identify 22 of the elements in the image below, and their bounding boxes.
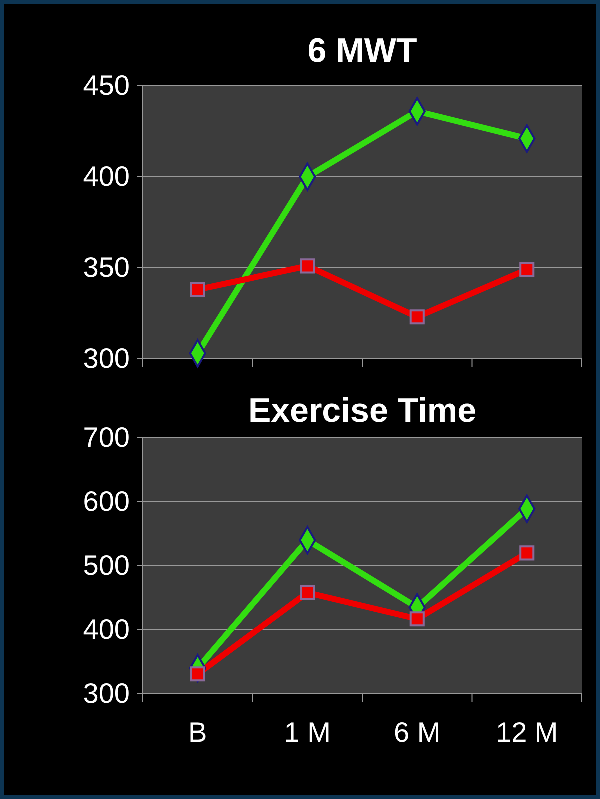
point [410, 612, 425, 627]
point [410, 310, 425, 325]
chart-title: 6 MWT [308, 32, 418, 70]
x-tick-label: 6 M [394, 716, 441, 748]
y-tick-label: 450 [83, 70, 130, 101]
point [300, 258, 316, 274]
y-tick-label: 350 [83, 252, 130, 283]
y-tick-label: 600 [83, 486, 130, 517]
y-tick-label: 700 [83, 422, 130, 453]
y-tick-label: 400 [83, 614, 130, 645]
y-tick-label: 300 [83, 342, 130, 374]
x-tick-label: 12 M [496, 716, 558, 748]
y-tick-label: 500 [83, 550, 130, 581]
point [300, 585, 316, 600]
point [520, 262, 535, 278]
y-tick-label: 300 [83, 678, 130, 709]
x-tick-label: 1 M [284, 716, 331, 748]
chart-title: Exercise Time [248, 392, 477, 430]
x-tick-label: B [188, 716, 208, 748]
point [190, 282, 206, 298]
y-tick-label: 400 [83, 160, 130, 192]
point [520, 546, 535, 561]
